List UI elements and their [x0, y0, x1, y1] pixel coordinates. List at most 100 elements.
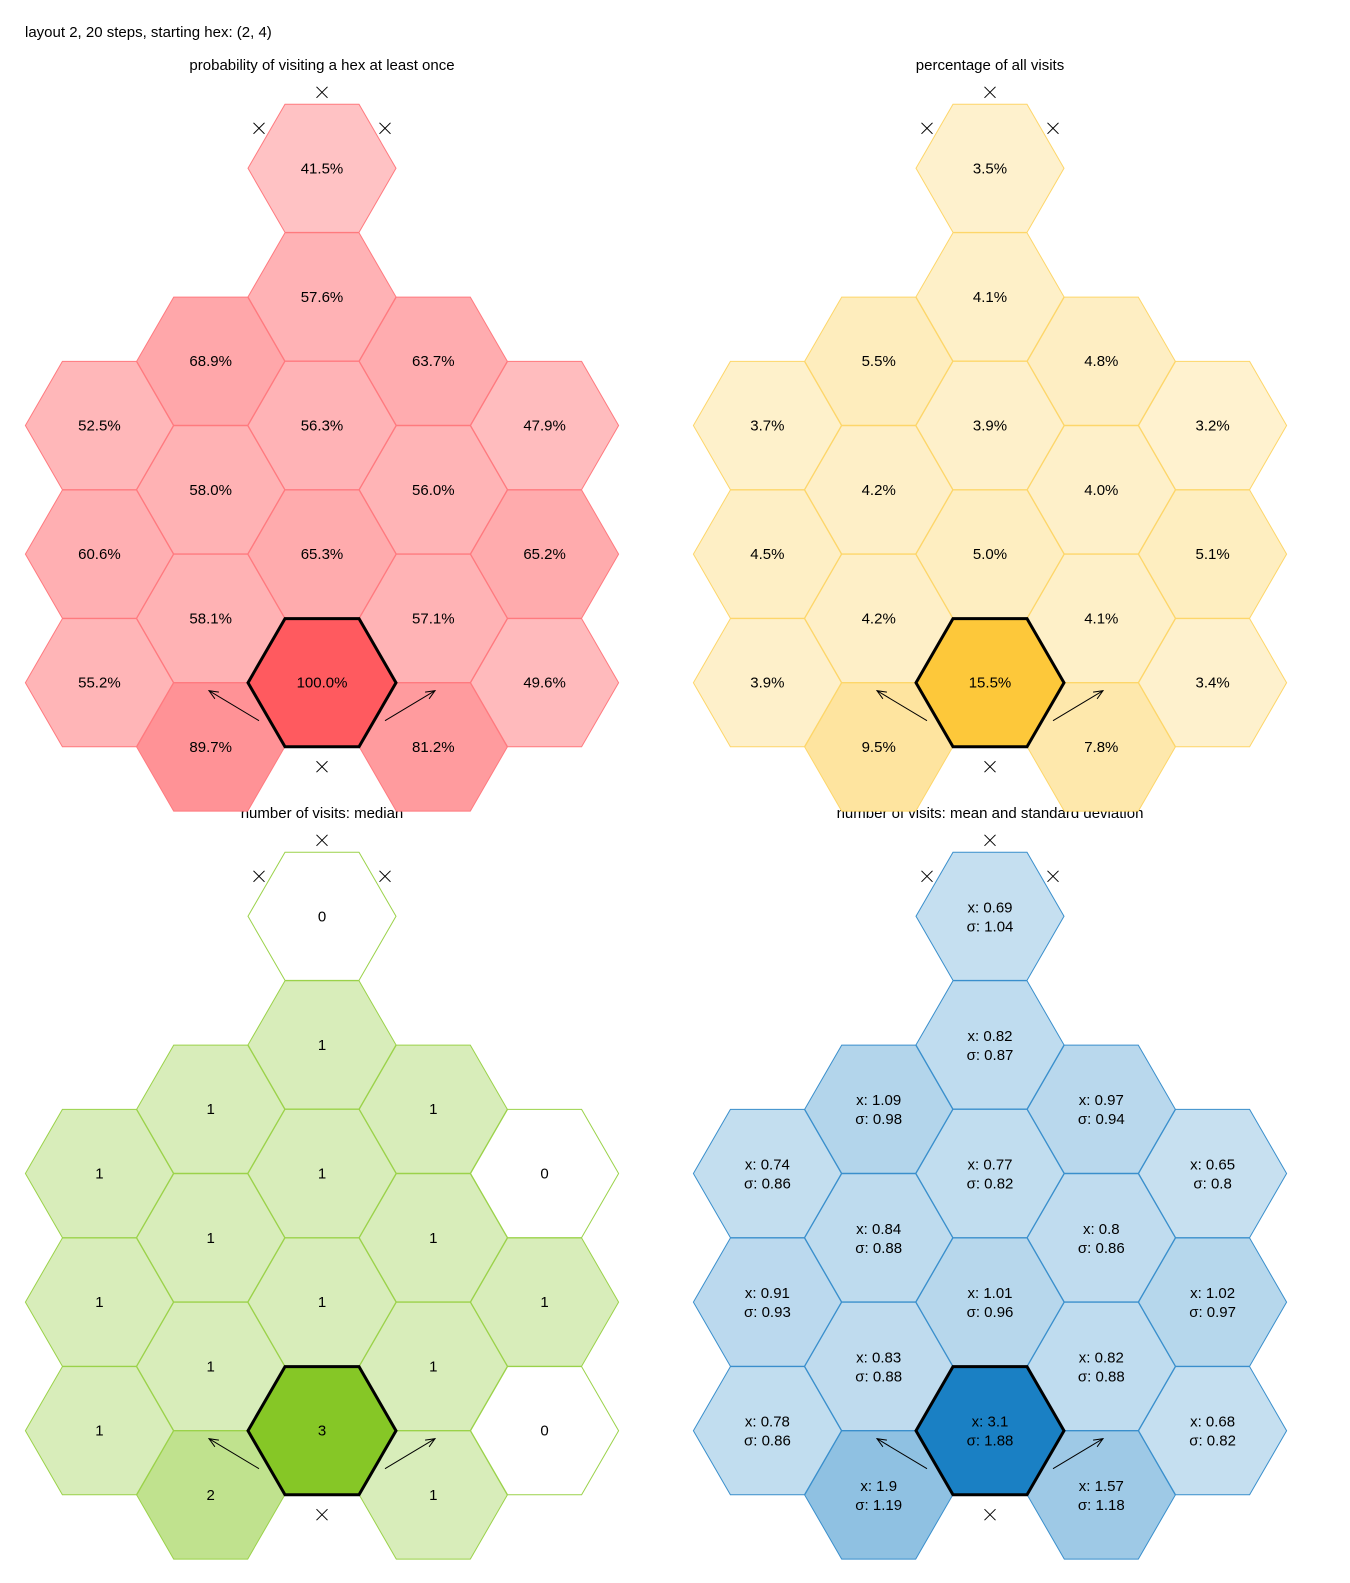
hex-mean-label: x: 1.09: [856, 1092, 901, 1109]
board-0: 41.5% 68.9% 63.7% 52.5% 57.6% 47.9% 58.0% 56.0%…: [24, 86, 620, 812]
hex-value-label: 3.7%: [750, 418, 784, 435]
hex-value-label: 63.7%: [412, 353, 455, 370]
hex-mean-label: x: 1.9: [860, 1478, 897, 1495]
hex-value-label: 56.0%: [412, 482, 455, 499]
hex-mean-label: x: 0.84: [856, 1221, 901, 1238]
hex-sd-label: σ: 1.19: [855, 1497, 902, 1514]
hex-sd-label: σ: 0.88: [855, 1368, 902, 1385]
hex-mean-label: x: 0.69: [967, 899, 1012, 916]
blocked-x-icon: [316, 86, 328, 99]
hex-sd-label: σ: 0.82: [1189, 1433, 1236, 1450]
hex-value-label: 3.9%: [750, 675, 784, 692]
hex-value-label: 4.0%: [1084, 482, 1118, 499]
start-hex-cell: [246, 1365, 398, 1497]
blocked-x-icon: [379, 122, 391, 135]
hex-value-label: 81.2%: [412, 739, 455, 756]
start-hex-cell: [246, 617, 398, 749]
blocked-x-icon: [1047, 122, 1059, 135]
hex-mean-label: x: 0.83: [856, 1349, 901, 1366]
hex-value-label: 3.9%: [973, 418, 1007, 435]
hex-mean-label: x: 0.82: [967, 1028, 1012, 1045]
arrow-head: [207, 1438, 219, 1448]
hex-value-label: 1: [318, 1037, 326, 1054]
board-3: x: 0.69 σ: 1.04 x: 1.09 σ: 0.98 x: 0.97 σ: 0.…: [692, 834, 1288, 1560]
arrow-head: [875, 1438, 887, 1448]
hex-value-label: 9.5%: [862, 739, 896, 756]
hex-mean-label: x: 1.02: [1190, 1285, 1235, 1302]
hex-sd-label: σ: 0.88: [855, 1240, 902, 1257]
hex-sd-label: σ: 0.86: [744, 1176, 791, 1193]
hex-value-label: 15.5%: [969, 675, 1012, 692]
blocked-x-icon: [984, 760, 996, 773]
hex-mean-label: x: 0.77: [967, 1157, 1012, 1174]
hex-value-label: 7.8%: [1084, 739, 1118, 756]
hex-value-label: 1: [207, 1101, 215, 1118]
hex-value-label: 57.1%: [412, 610, 455, 627]
hex-value-label: 55.2%: [78, 675, 121, 692]
hex-value-label: 4.2%: [862, 610, 896, 627]
hex-value-label: 4.1%: [1084, 610, 1118, 627]
hex-value-label: 4.8%: [1084, 353, 1118, 370]
hex-value-label: 2: [207, 1487, 215, 1504]
hex-mean-label: x: 0.91: [745, 1285, 790, 1302]
hex-mean-label: x: 3.1: [972, 1414, 1009, 1431]
hex-mean-label: x: 0.97: [1079, 1092, 1124, 1109]
hex-value-label: 1: [95, 1294, 103, 1311]
hex-value-label: 47.9%: [523, 418, 566, 435]
hex-value-label: 1: [207, 1358, 215, 1375]
arrow-head: [425, 1438, 437, 1448]
hex-value-label: 0: [318, 908, 326, 925]
hex-sd-label: σ: 0.96: [967, 1304, 1014, 1321]
blocked-x-icon: [316, 760, 328, 773]
hex-value-label: 1: [95, 1423, 103, 1440]
hex-value-label: 3: [318, 1423, 326, 1440]
arrow-head: [875, 690, 887, 700]
hex-sd-label: σ: 1.04: [967, 918, 1014, 935]
hex-value-label: 65.2%: [523, 546, 566, 563]
exit-arrow: [876, 1438, 928, 1470]
hex-mean-label: x: 0.68: [1190, 1414, 1235, 1431]
hex-value-label: 5.1%: [1195, 546, 1229, 563]
hex-value-label: 58.0%: [189, 482, 232, 499]
hex-value-label: 58.1%: [189, 610, 232, 627]
page-header: layout 2, 20 steps, starting hex: (2, 4): [25, 24, 272, 41]
blocked-x-icon: [316, 1508, 328, 1521]
arrow-head: [1093, 1438, 1105, 1448]
hex-value-label: 89.7%: [189, 739, 232, 756]
hex-value-label: 100.0%: [297, 675, 348, 692]
start-hex-cell: [914, 1365, 1066, 1497]
hex-mean-label: x: 0.78: [745, 1414, 790, 1431]
blocked-x-icon: [984, 834, 996, 847]
hex-value-label: 4.5%: [750, 546, 784, 563]
blocked-x-icon: [1047, 870, 1059, 883]
hex-value-label: 3.4%: [1195, 675, 1229, 692]
hex-sd-label: σ: 0.88: [1078, 1368, 1125, 1385]
hex-value-label: 65.3%: [301, 546, 344, 563]
exit-arrow: [1052, 690, 1104, 722]
board-2: 0 1 1 1 1 0 1 1 1 1 1 1 1 1 1 0 2 1 3: [24, 834, 620, 1560]
exit-arrow: [384, 690, 436, 722]
arrow-head: [207, 690, 219, 700]
hex-mean-label: x: 0.82: [1079, 1349, 1124, 1366]
hex-sd-label: σ: 1.18: [1078, 1497, 1125, 1514]
panel-title-percentage: percentage of all visits: [915, 57, 1065, 74]
hex-value-label: 41.5%: [301, 160, 344, 177]
hex-value-label: 0: [540, 1423, 548, 1440]
hex-value-label: 1: [429, 1358, 437, 1375]
hex-value-label: 4.1%: [973, 289, 1007, 306]
hex-value-label: 5.5%: [862, 353, 896, 370]
blocked-x-icon: [984, 86, 996, 99]
start-hex-cell: [914, 617, 1066, 749]
hex-value-label: 4.2%: [862, 482, 896, 499]
exit-arrow: [1052, 1438, 1104, 1470]
hex-value-label: 49.6%: [523, 675, 566, 692]
hex-value-label: 3.5%: [973, 160, 1007, 177]
hex-value-label: 1: [429, 1487, 437, 1504]
panel-title-median: number of visits: median: [240, 805, 404, 822]
hex-sd-label: σ: 0.87: [967, 1047, 1014, 1064]
hex-sd-label: σ: 0.94: [1078, 1111, 1125, 1128]
hex-sd-label: σ: 0.86: [1078, 1240, 1125, 1257]
hex-mean-label: x: 1.01: [967, 1285, 1012, 1302]
exit-arrow: [384, 1438, 436, 1470]
hex-value-label: 68.9%: [189, 353, 232, 370]
